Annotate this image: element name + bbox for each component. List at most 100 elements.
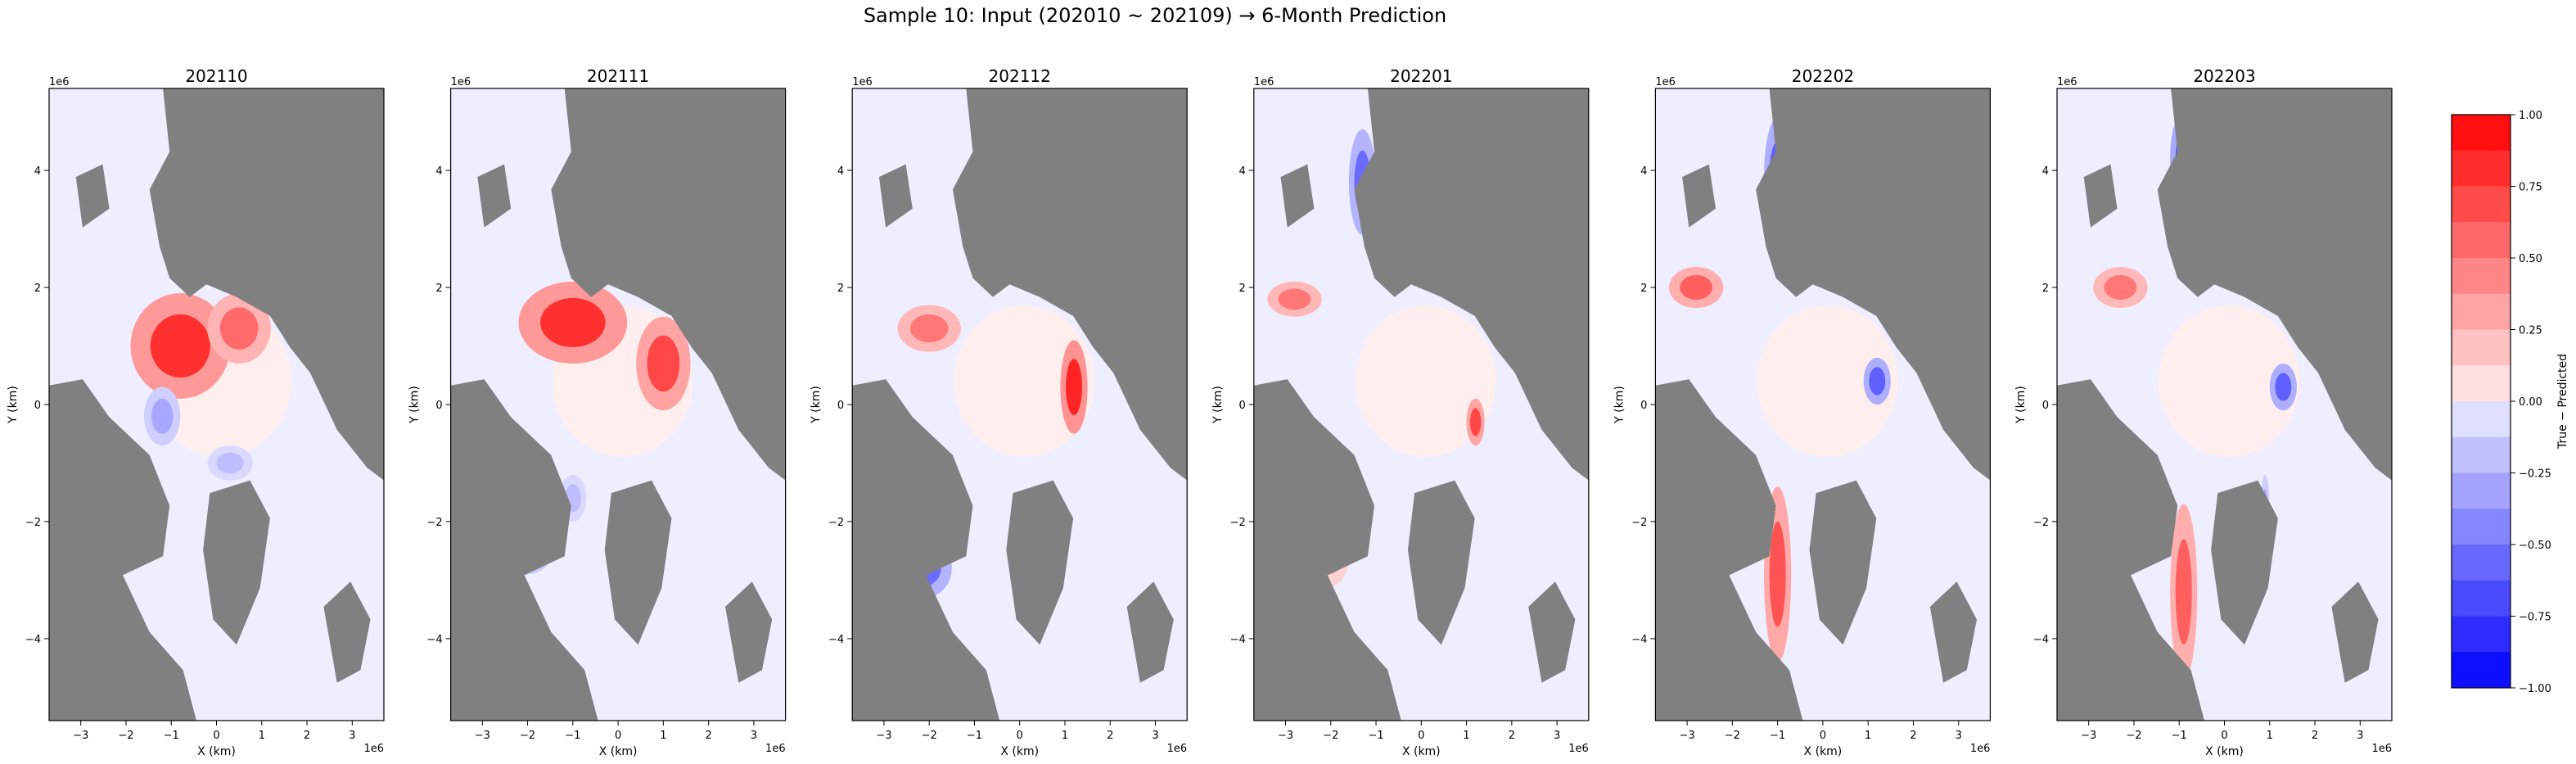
- y-tick-label: 4: [837, 165, 844, 178]
- y-offset-text: 1e6: [852, 76, 873, 88]
- colorbar-label: True − Predicted: [2556, 354, 2569, 450]
- colorbar-level: [2452, 545, 2511, 581]
- x-tick-label: 1: [1865, 730, 1871, 742]
- x-tick-label: 1: [660, 730, 666, 742]
- x-tick-label: −3: [475, 730, 490, 742]
- y-offset-text: 1e6: [1655, 76, 1676, 88]
- y-tick-label: −2: [1631, 517, 1647, 529]
- land-mask: [203, 480, 270, 645]
- colorbar-level: [2452, 329, 2511, 366]
- colorbar-tick-label: −1.00: [2519, 683, 2551, 695]
- land-mask: [1528, 581, 1576, 683]
- x-axis-label: X (km): [1804, 745, 1843, 758]
- figure-title: Sample 10: Input (202010 ~ 202109) → 6-M…: [864, 4, 1446, 27]
- x-tick-label: 2: [1107, 730, 1113, 742]
- ice-core: [1355, 305, 1496, 458]
- colorbar-level: [2452, 222, 2511, 259]
- x-tick-label: 0: [1017, 730, 1023, 742]
- colorbar-tick-label: 0.75: [2519, 182, 2542, 194]
- colorbar-level: [2452, 365, 2511, 402]
- x-axis-label: X (km): [599, 745, 638, 758]
- x-tick-label: 2: [1509, 730, 1515, 742]
- x-tick-label: −2: [2126, 730, 2141, 742]
- x-tick-label: 2: [1910, 730, 1916, 742]
- x-tick-label: 1: [1062, 730, 1068, 742]
- colorbar-level: [2452, 115, 2511, 151]
- land-mask: [49, 379, 196, 721]
- land-mask: [1407, 480, 1475, 645]
- x-tick-label: −2: [1323, 730, 1338, 742]
- x-tick-label: −3: [1278, 730, 1293, 742]
- land-mask: [604, 480, 672, 645]
- subplot-202110: 202110 −3 −2 −1 0 1 2 3 4 2 0 −2 −4 1e6 1e6 X (km) Y (km…: [7, 66, 385, 758]
- y-tick-label: 2: [1239, 283, 1246, 295]
- y-offset-text: 1e6: [1254, 76, 1274, 88]
- x-tick-label: −1: [967, 730, 982, 742]
- y-tick-label: −2: [828, 517, 844, 529]
- y-axis-label: Y (km): [1613, 386, 1626, 424]
- ice-core: [2159, 305, 2299, 458]
- subplot-202112: 202112 −3 −2 −1 0 1 2 3 4 2 0 −2 −4 1e6 1e6 X (km) Y (km…: [810, 66, 1188, 758]
- land-mask: [1006, 480, 1074, 645]
- y-tick-label: 0: [34, 400, 41, 412]
- ice-core: [954, 305, 1095, 458]
- x-tick-label: 3: [1956, 730, 1962, 742]
- x-tick-label: −3: [73, 730, 88, 742]
- x-tick-label: 0: [615, 730, 621, 742]
- land-mask: [450, 379, 598, 721]
- anomaly-core: [2104, 275, 2137, 301]
- anomaly-core: [2175, 539, 2192, 645]
- x-offset-text: 1e6: [1970, 743, 1991, 755]
- land-mask: [878, 164, 913, 228]
- subplot-title: 202112: [989, 66, 1051, 86]
- y-tick-label: 0: [837, 400, 844, 412]
- land-mask: [477, 164, 512, 228]
- anomaly-core: [1769, 521, 1786, 627]
- colorbar-tick-label: 0.25: [2519, 325, 2542, 337]
- colorbar-level: [2452, 150, 2511, 187]
- land-mask: [1756, 88, 1991, 481]
- x-tick-label: 3: [1554, 730, 1560, 742]
- land-mask: [1929, 581, 1977, 683]
- subplot-title: 202202: [1792, 66, 1854, 86]
- y-tick-label: 0: [435, 400, 442, 412]
- x-offset-text: 1e6: [2371, 743, 2392, 755]
- y-axis-label: Y (km): [810, 386, 823, 424]
- x-tick-label: 0: [213, 730, 219, 742]
- land-mask: [551, 88, 786, 481]
- y-tick-label: 2: [1640, 283, 1647, 295]
- colorbar-level: [2452, 509, 2511, 545]
- anomaly-core: [647, 335, 680, 392]
- x-tick-label: 2: [705, 730, 711, 742]
- anomaly-core: [1066, 359, 1082, 415]
- anomaly-core: [1469, 408, 1482, 436]
- colorbar-level: [2452, 616, 2511, 653]
- y-tick-label: 0: [1640, 400, 1647, 412]
- x-axis-label: X (km): [1402, 745, 1441, 758]
- y-tick-label: 0: [2042, 400, 2049, 412]
- land-mask: [323, 581, 371, 683]
- land-mask: [2083, 164, 2118, 228]
- y-tick-label: 0: [1239, 400, 1246, 412]
- x-tick-label: −1: [164, 730, 179, 742]
- colorbar-level: [2452, 186, 2511, 223]
- colorbar-tick-label: 0.00: [2519, 396, 2542, 409]
- x-tick-label: 3: [2357, 730, 2363, 742]
- land-mask: [1126, 581, 1174, 683]
- x-tick-label: 0: [1418, 730, 1424, 742]
- y-tick-label: 4: [2042, 165, 2049, 178]
- x-tick-label: −3: [876, 730, 891, 742]
- subplot-title: 202111: [587, 66, 649, 86]
- x-axis-label: X (km): [2205, 745, 2244, 758]
- land-mask: [952, 88, 1188, 481]
- subplot-title: 202201: [1390, 66, 1452, 86]
- subplot-title: 202203: [2193, 66, 2255, 86]
- x-tick-label: 2: [2312, 730, 2318, 742]
- x-tick-label: −2: [520, 730, 535, 742]
- x-tick-label: −1: [1770, 730, 1785, 742]
- map-area: [2057, 88, 2392, 721]
- y-offset-text: 1e6: [2057, 76, 2077, 88]
- x-tick-label: 3: [1152, 730, 1158, 742]
